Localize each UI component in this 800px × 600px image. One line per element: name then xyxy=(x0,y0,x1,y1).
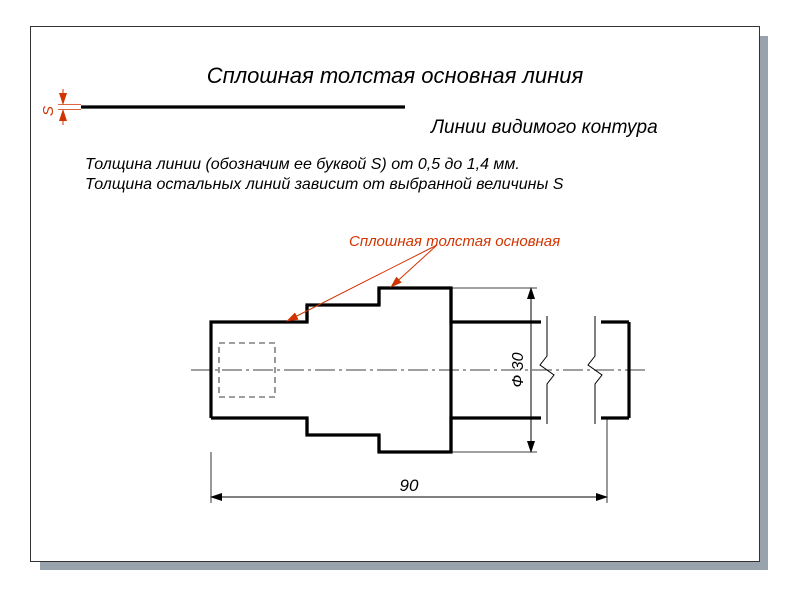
svg-text:Ф 30: Ф 30 xyxy=(510,352,527,387)
svg-text:90: 90 xyxy=(400,476,419,495)
slide: Сплошная толстая основная линия Линии ви… xyxy=(30,26,760,562)
svg-text:S: S xyxy=(40,106,57,116)
drawing: S 90 Ф 30 xyxy=(31,27,759,561)
